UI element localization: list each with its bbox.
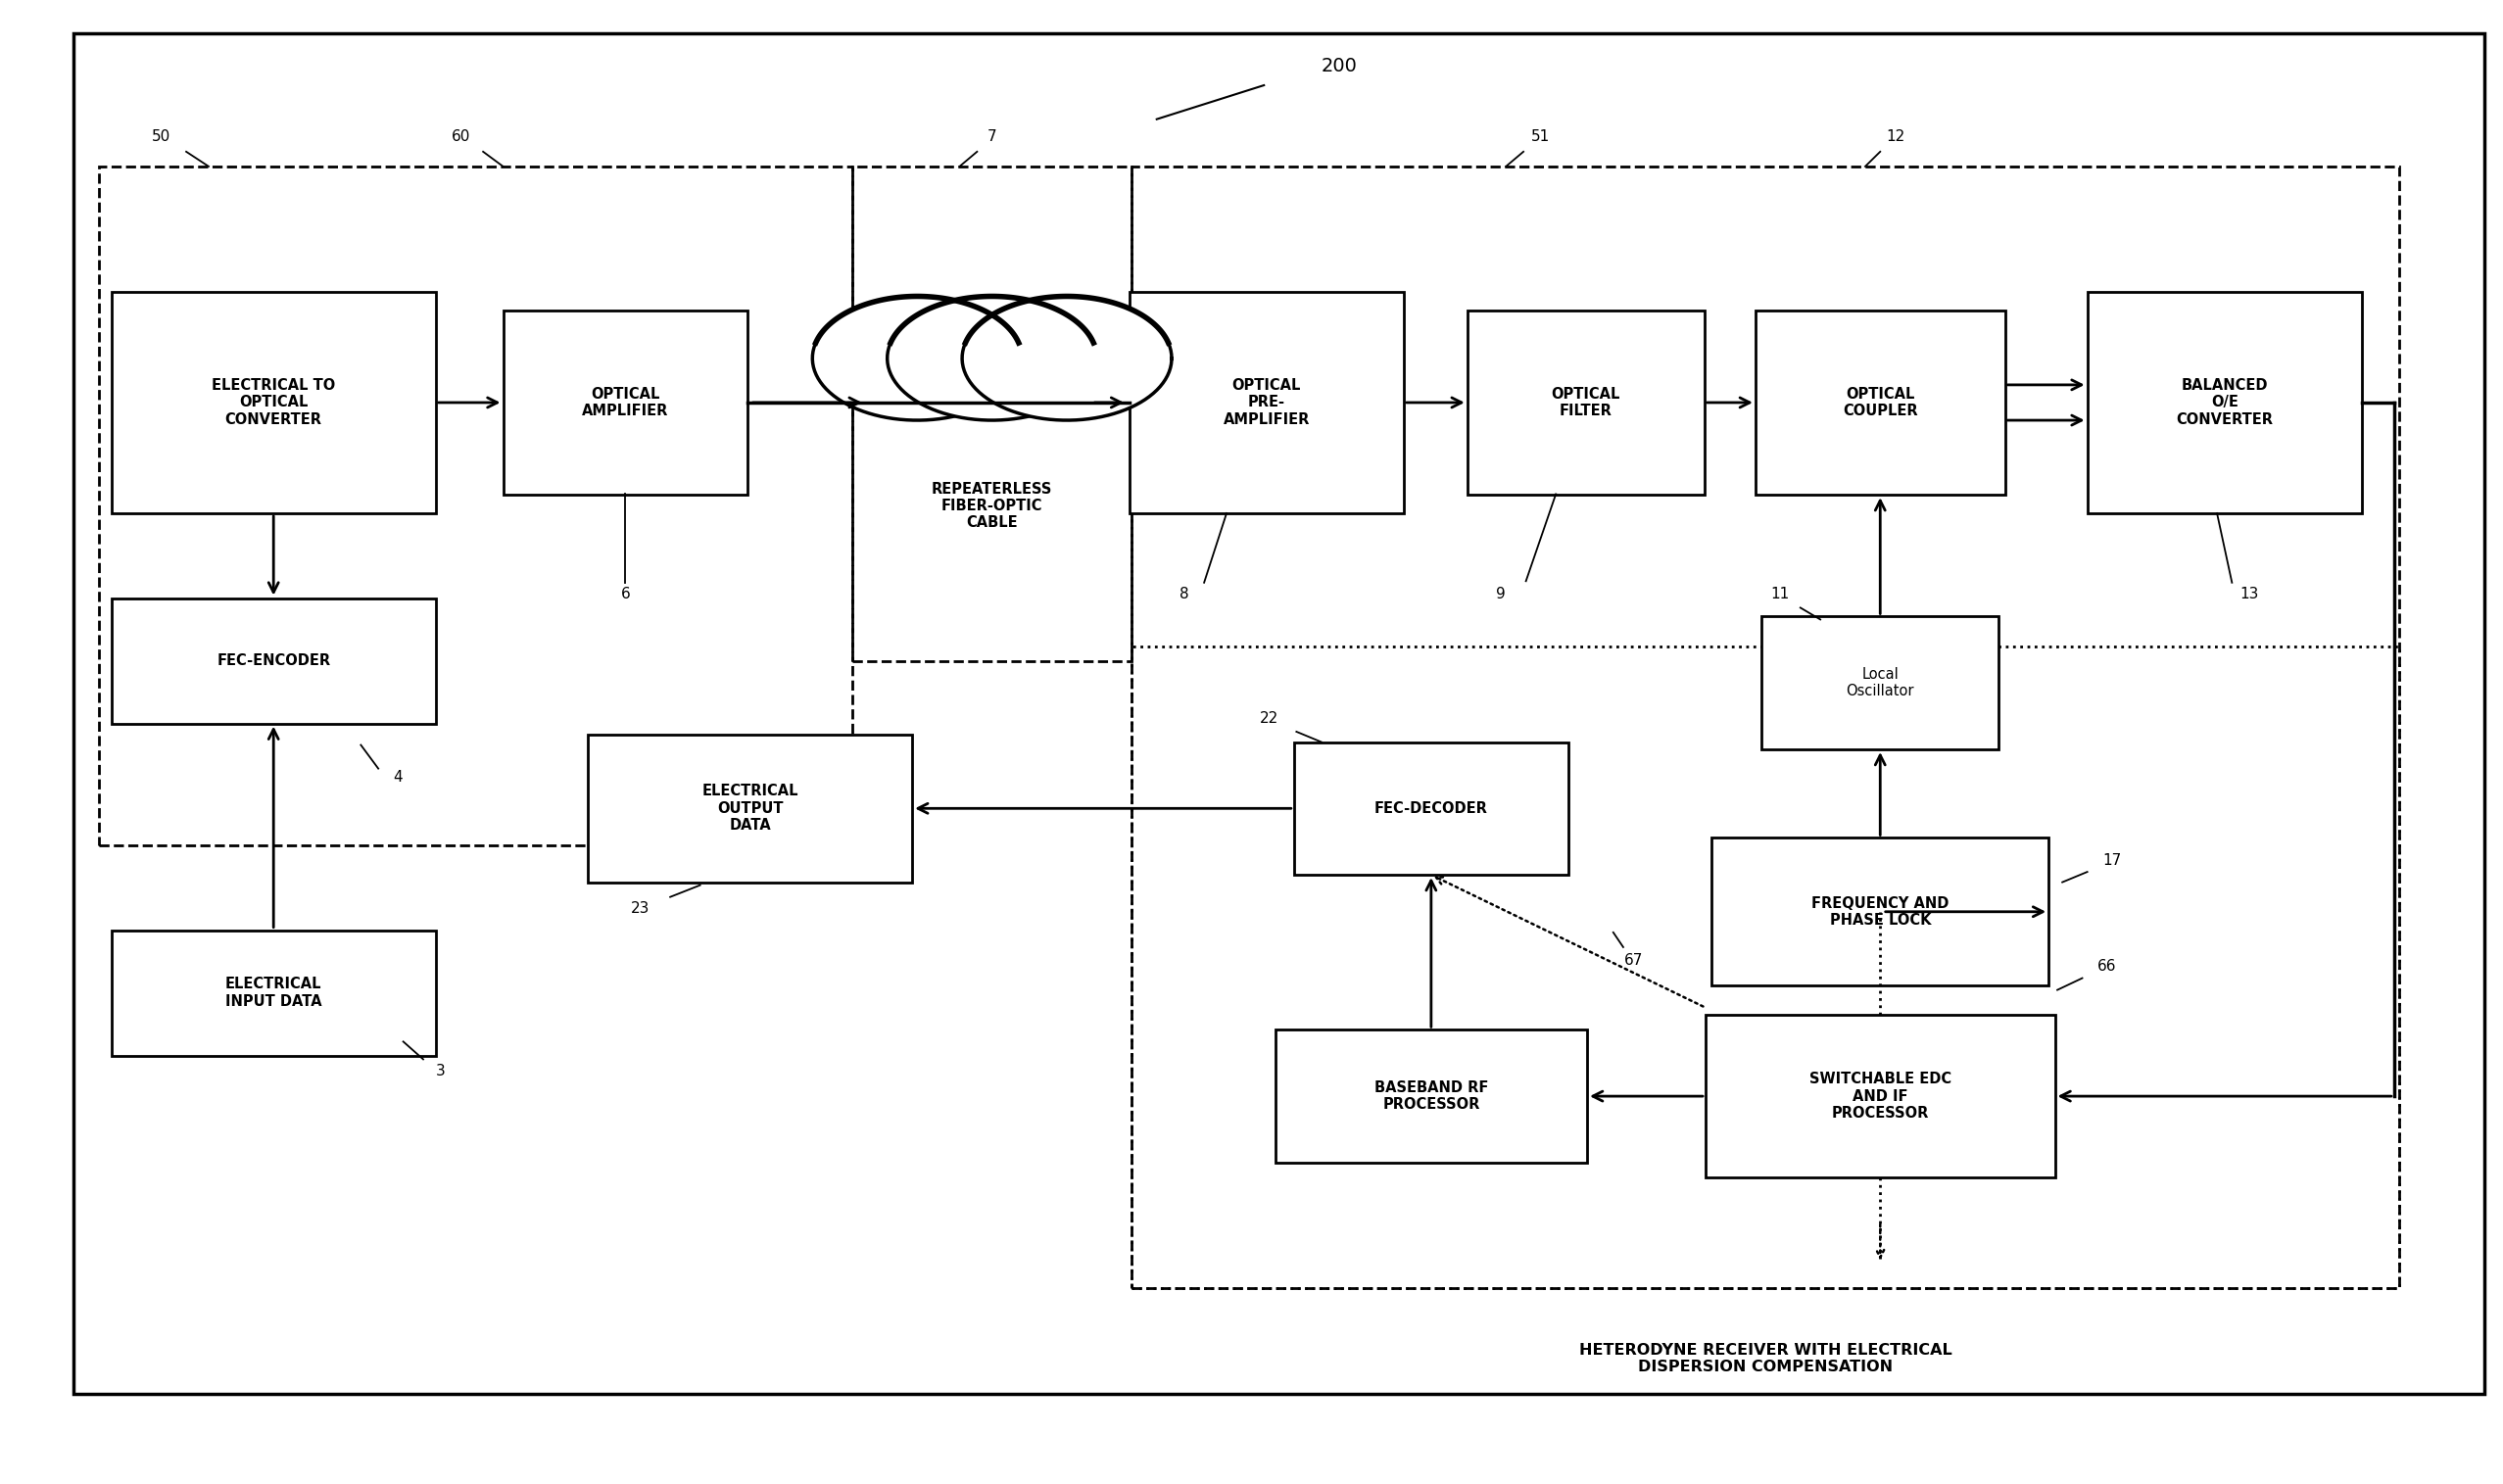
Bar <box>2088 292 2363 513</box>
Text: SWITCHABLE EDC
AND IF
PROCESSOR: SWITCHABLE EDC AND IF PROCESSOR <box>1810 1071 1952 1120</box>
Bar <box>1712 838 2047 985</box>
Bar <box>1131 646 2398 1288</box>
Text: 51: 51 <box>1532 129 1549 144</box>
Text: ELECTRICAL TO
OPTICAL
CONVERTER: ELECTRICAL TO OPTICAL CONVERTER <box>213 378 335 427</box>
Polygon shape <box>961 297 1171 420</box>
Bar <box>110 292 436 513</box>
Text: OPTICAL
PRE-
AMPLIFIER: OPTICAL PRE- AMPLIFIER <box>1224 378 1309 427</box>
Text: Local
Oscillator: Local Oscillator <box>1847 668 1915 699</box>
Text: 8: 8 <box>1179 588 1189 603</box>
Bar <box>1129 292 1404 513</box>
Bar <box>110 598 436 724</box>
Text: FEC-DECODER: FEC-DECODER <box>1374 801 1487 816</box>
Text: BASEBAND RF
PROCESSOR: BASEBAND RF PROCESSOR <box>1374 1080 1489 1112</box>
Text: 23: 23 <box>631 901 651 916</box>
Text: 200: 200 <box>1322 56 1357 76</box>
Bar <box>110 930 436 1055</box>
Text: 3: 3 <box>436 1064 446 1079</box>
Text: FREQUENCY AND
PHASE LOCK: FREQUENCY AND PHASE LOCK <box>1812 896 1950 928</box>
Text: 11: 11 <box>1772 588 1790 603</box>
Text: ELECTRICAL
OUTPUT
DATA: ELECTRICAL OUTPUT DATA <box>701 784 798 833</box>
Bar <box>503 310 748 494</box>
Text: 4: 4 <box>393 770 403 785</box>
Text: HETERODYNE RECEIVER WITH ELECTRICAL
DISPERSION COMPENSATION: HETERODYNE RECEIVER WITH ELECTRICAL DISP… <box>1579 1343 1952 1374</box>
Text: 22: 22 <box>1259 711 1279 726</box>
Text: BALANCED
O/E
CONVERTER: BALANCED O/E CONVERTER <box>2175 378 2273 427</box>
Text: 67: 67 <box>1624 953 1642 968</box>
Bar <box>854 166 1131 660</box>
Text: 7: 7 <box>986 129 996 144</box>
Bar <box>1131 166 2398 1288</box>
Text: 60: 60 <box>451 129 471 144</box>
Bar <box>1294 742 1569 876</box>
Text: 12: 12 <box>1885 129 1905 144</box>
Text: REPEATERLESS
FIBER-OPTIC
CABLE: REPEATERLESS FIBER-OPTIC CABLE <box>931 481 1051 530</box>
Bar <box>1762 616 2000 749</box>
Polygon shape <box>886 297 1096 420</box>
Text: 50: 50 <box>153 129 170 144</box>
Polygon shape <box>813 297 1021 420</box>
Bar <box>1274 1030 1587 1162</box>
Text: OPTICAL
AMPLIFIER: OPTICAL AMPLIFIER <box>583 387 668 418</box>
Text: 66: 66 <box>2098 959 2118 974</box>
Text: 6: 6 <box>621 588 631 603</box>
Bar <box>588 735 911 881</box>
Text: 9: 9 <box>1497 588 1507 603</box>
Text: 13: 13 <box>2240 588 2258 603</box>
Text: ELECTRICAL
INPUT DATA: ELECTRICAL INPUT DATA <box>225 976 323 1009</box>
Bar <box>100 166 854 846</box>
Bar <box>1755 310 2005 494</box>
Bar <box>1467 310 1705 494</box>
Text: FEC-ENCODER: FEC-ENCODER <box>218 653 330 668</box>
Text: OPTICAL
FILTER: OPTICAL FILTER <box>1552 387 1619 418</box>
Bar <box>1705 1015 2055 1177</box>
Text: OPTICAL
COUPLER: OPTICAL COUPLER <box>1842 387 1917 418</box>
Text: 17: 17 <box>2103 853 2123 868</box>
